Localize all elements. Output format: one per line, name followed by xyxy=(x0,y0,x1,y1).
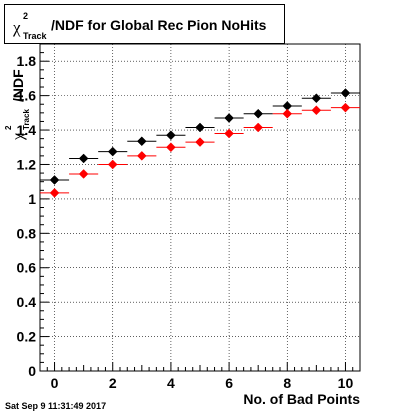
y-tick-label: 0.2 xyxy=(17,329,37,345)
ylabel-text: /NDF xyxy=(10,69,26,102)
ylabel-subscript: Track xyxy=(22,109,31,130)
y-tick-label: 0.8 xyxy=(17,225,37,241)
title-box: χ 2 Track /NDF for Global Rec Pion NoHit… xyxy=(4,4,285,44)
data-point xyxy=(195,122,205,133)
x-tick-label: 6 xyxy=(225,375,233,391)
data-point xyxy=(78,169,89,179)
y-tick-label: 1.6 xyxy=(17,88,37,104)
title-subscript: Track xyxy=(23,31,47,41)
data-point xyxy=(224,128,234,139)
data-point xyxy=(311,105,322,116)
data-point xyxy=(340,102,351,113)
y-tick-label: 0.4 xyxy=(17,294,37,310)
plot-frame xyxy=(39,43,361,372)
x-tick-label: 0 xyxy=(51,375,59,391)
data-point xyxy=(136,151,147,161)
x-tick-label: 2 xyxy=(109,375,117,391)
y-tick-label: 1 xyxy=(28,191,36,207)
title-superscript: 2 xyxy=(23,11,29,21)
y-tick-label: 1.4 xyxy=(17,122,37,138)
ylabel-chi-symbol: χ xyxy=(10,132,27,140)
data-point xyxy=(195,137,205,147)
data-point xyxy=(311,93,322,104)
data-point xyxy=(166,130,176,141)
timestamp: Sat Sep 9 11:31:49 2017 xyxy=(5,401,107,411)
data-point xyxy=(107,159,118,170)
data-point xyxy=(282,108,293,119)
data-point xyxy=(49,188,60,198)
data-point xyxy=(253,122,264,133)
y-tick-label: 1.2 xyxy=(17,156,37,172)
y-tick-label: 1.8 xyxy=(17,53,37,69)
data-point xyxy=(340,88,351,98)
data-point xyxy=(136,136,147,147)
y-tick-label: 0.6 xyxy=(17,260,37,276)
title-chi-symbol: χ xyxy=(13,18,21,37)
y-tick-label: 0 xyxy=(28,363,36,379)
data-point xyxy=(49,175,60,185)
data-point xyxy=(224,113,234,123)
y-axis-label: χ 2 Track /NDF xyxy=(4,69,32,142)
data-point xyxy=(166,142,176,153)
x-tick-label: 10 xyxy=(338,375,354,391)
x-tick-label: 4 xyxy=(167,375,175,391)
chart-title: /NDF for Global Rec Pion NoHits xyxy=(51,17,267,33)
data-point xyxy=(78,153,89,164)
data-point xyxy=(253,108,264,119)
ylabel-superscript: 2 xyxy=(4,125,13,130)
x-tick-label: 8 xyxy=(283,375,291,391)
x-axis-label: No. of Bad Points xyxy=(243,391,360,407)
data-point xyxy=(107,146,118,157)
